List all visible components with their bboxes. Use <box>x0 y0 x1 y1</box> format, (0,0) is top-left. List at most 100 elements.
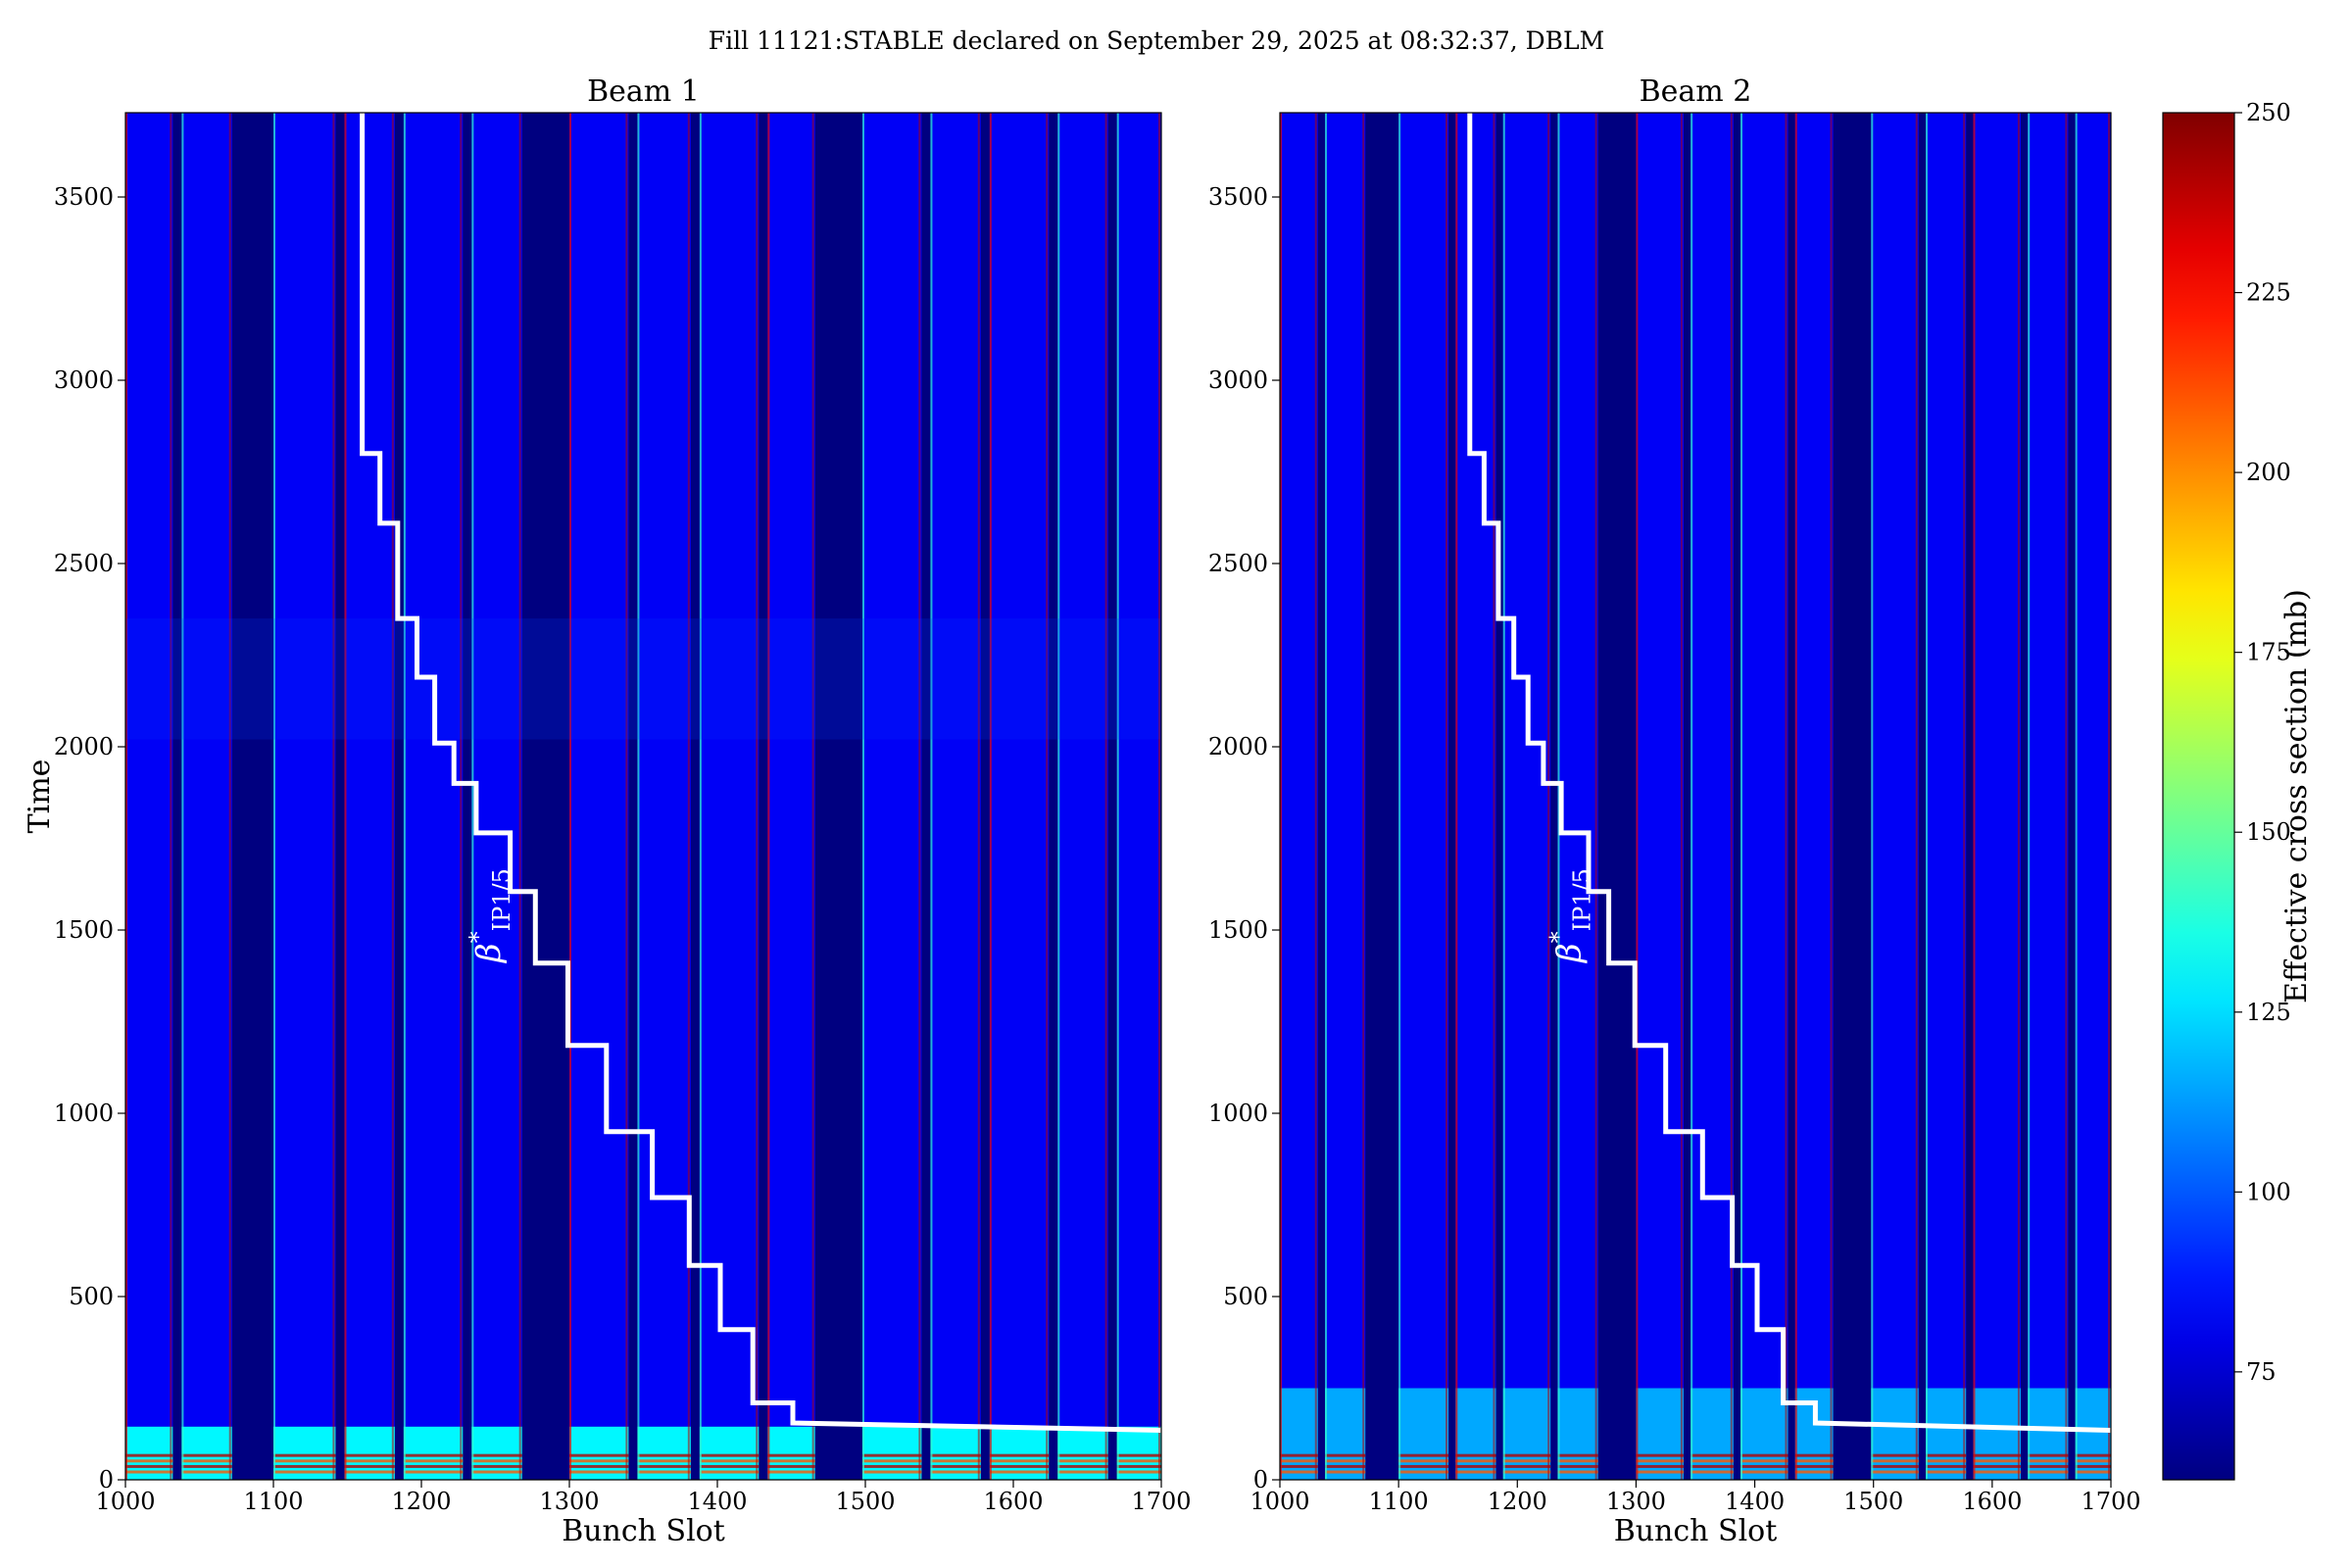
y-tick-label: 2000 <box>54 733 114 760</box>
x-tick-label: 1700 <box>1131 1488 1191 1515</box>
trailing-bunch-line <box>228 113 231 1480</box>
hot-stripe <box>1690 1464 1734 1468</box>
filled-train-12 <box>1926 113 1967 1389</box>
beta-star-superscript: * <box>1544 931 1572 943</box>
leading-bunch-line <box>1280 113 1282 1480</box>
hot-stripe <box>637 1459 691 1463</box>
trailing-bunch-line <box>1446 113 1448 1480</box>
leading-bunch-line <box>1740 113 1743 1480</box>
leading-bunch-line <box>344 113 347 1480</box>
y-tick-label: 3000 <box>54 367 114 394</box>
hot-stripe <box>1871 1470 1919 1474</box>
trailing-bunch-line <box>1547 113 1550 1480</box>
trailing-bunch-line <box>1362 113 1365 1480</box>
hot-stripe <box>1502 1470 1551 1474</box>
hot-stripe <box>1455 1470 1496 1474</box>
hot-stripe <box>471 1470 522 1474</box>
hot-stripe <box>1926 1464 1967 1468</box>
trailing-bunch-line <box>1158 113 1160 1480</box>
trailing-bunch-line <box>1104 113 1107 1480</box>
early-time-band-7 <box>1636 1388 1684 1480</box>
hot-stripe <box>861 1453 922 1457</box>
hot-stripe <box>699 1453 760 1457</box>
hot-stripe <box>1116 1470 1161 1474</box>
x-axis-label: Bunch Slot <box>1614 1514 1778 1548</box>
y-tick-label: 2500 <box>54 550 114 577</box>
filled-train-2 <box>181 113 232 1427</box>
hot-stripe <box>181 1459 232 1463</box>
hot-stripe <box>2075 1453 2111 1457</box>
trailing-bunch-line <box>2065 113 2068 1480</box>
x-tick-label: 1600 <box>1962 1488 2022 1515</box>
x-tick-label: 1600 <box>983 1488 1043 1515</box>
hot-stripe <box>637 1470 691 1474</box>
leading-bunch-line <box>1455 113 1458 1480</box>
leading-bunch-line <box>1557 113 1560 1480</box>
filled-train-12 <box>930 113 981 1427</box>
beta-star-subscript: IP1/5 <box>1568 868 1595 931</box>
leading-bunch-line <box>989 113 992 1480</box>
early-time-band-11 <box>1871 1388 1919 1480</box>
hot-stripe <box>1455 1464 1496 1468</box>
hot-stripe <box>1740 1459 1788 1463</box>
hot-stripe <box>569 1470 629 1474</box>
hot-stripe <box>273 1470 336 1474</box>
hot-stripe <box>1973 1459 2021 1463</box>
hot-stripe <box>1973 1470 2021 1474</box>
filled-train-4 <box>344 113 395 1427</box>
filled-train-8 <box>637 113 691 1427</box>
hot-stripe <box>471 1464 522 1468</box>
hot-stripe <box>1057 1470 1108 1474</box>
y-tick-label: 1500 <box>1208 916 1268 944</box>
hot-stripe <box>273 1459 336 1463</box>
x-tick-label: 1000 <box>95 1488 155 1515</box>
hot-stripe <box>125 1464 173 1468</box>
leading-bunch-line <box>403 113 406 1480</box>
beta-star-superscript: * <box>465 931 492 943</box>
hot-stripe <box>1740 1464 1788 1468</box>
hot-stripe <box>1116 1459 1161 1463</box>
filled-train-3 <box>273 113 336 1427</box>
y-tick-label: 500 <box>69 1283 114 1310</box>
trailing-bunch-line <box>2108 113 2110 1480</box>
trailing-bunch-line <box>811 113 814 1480</box>
leading-bunch-line <box>1325 113 1328 1480</box>
leading-bunch-line <box>767 113 770 1480</box>
hot-stripe <box>1794 1470 1834 1474</box>
y-tick-label: 2000 <box>1208 733 1268 760</box>
early-time-band-1 <box>1280 1388 1318 1480</box>
hot-stripe <box>181 1453 232 1457</box>
trailing-bunch-line <box>332 113 335 1480</box>
hot-stripe <box>930 1464 981 1468</box>
trailing-bunch-line <box>1314 113 1317 1480</box>
filled-train-8 <box>1690 113 1734 1389</box>
hot-stripe <box>767 1464 815 1468</box>
hot-stripe <box>1557 1470 1598 1474</box>
hot-stripe <box>1871 1453 1919 1457</box>
trailing-bunch-line <box>918 113 921 1480</box>
panel-beam-2: β*IP1/5 1000 1100 1200 1300 1400 1500 1600 1700 0… <box>1208 74 2141 1548</box>
early-time-band-5 <box>1502 1388 1551 1480</box>
hot-stripe <box>569 1464 629 1468</box>
hot-stripe <box>2028 1453 2069 1457</box>
hot-stripe <box>930 1453 981 1457</box>
hot-stripe <box>1636 1464 1684 1468</box>
trailing-bunch-line <box>460 113 463 1480</box>
colorbar-label: Effective cross section (mb) <box>2279 589 2314 1004</box>
x-tick-label: 1400 <box>687 1488 747 1515</box>
leading-bunch-line <box>1690 113 1693 1480</box>
filled-train-11 <box>1871 113 1919 1389</box>
trailing-bunch-line <box>1785 113 1788 1480</box>
x-tick-label: 1000 <box>1250 1488 1309 1515</box>
hot-stripe <box>569 1459 629 1463</box>
hot-stripe <box>1325 1470 1366 1474</box>
leading-bunch-line <box>1116 113 1119 1480</box>
x-tick-label: 1500 <box>835 1488 895 1515</box>
filled-train-14 <box>1057 113 1108 1427</box>
early-time-band-2 <box>1325 1388 1366 1480</box>
colorbar-gradient <box>2162 112 2235 1481</box>
filled-train-15 <box>2075 113 2111 1389</box>
trailing-bunch-line <box>1830 113 1833 1480</box>
hot-stripe <box>1973 1464 2021 1468</box>
hot-stripe <box>1057 1453 1108 1457</box>
